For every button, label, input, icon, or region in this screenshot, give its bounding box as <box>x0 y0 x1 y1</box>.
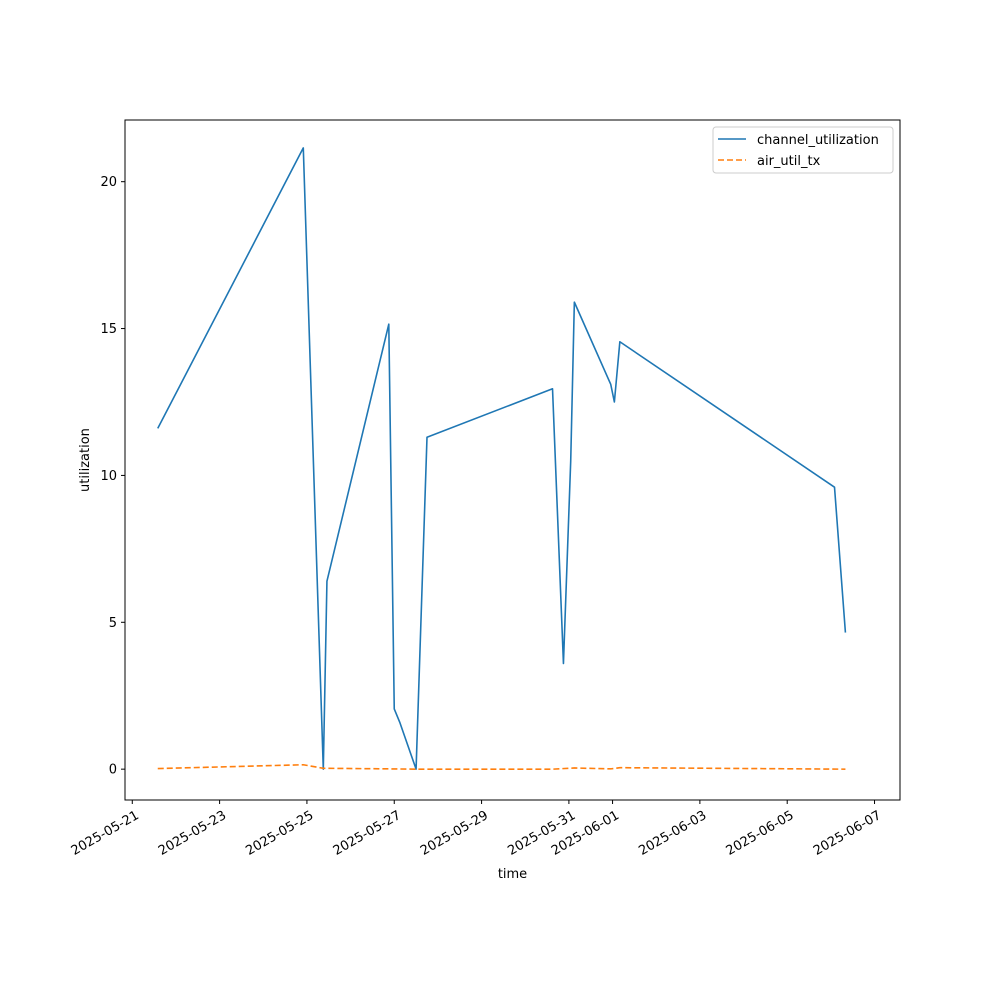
y-axis-title: utilization <box>78 428 93 492</box>
y-tick-label: 5 <box>109 616 117 631</box>
series-layer <box>157 147 847 770</box>
x-axis-title: time <box>498 867 527 882</box>
legend-entry-channel-utilization: channel_utilization <box>757 133 879 148</box>
axes-layer <box>124 119 901 801</box>
y-axis-ticks: 0 5 10 15 20 <box>100 175 125 778</box>
y-tick-label: 10 <box>100 469 117 484</box>
legend-box <box>712 126 894 174</box>
plot-frame <box>124 119 901 801</box>
y-tick-label: 20 <box>100 175 117 190</box>
y-tick-label: 0 <box>109 763 117 778</box>
series-line-channel-utilization <box>157 147 847 770</box>
series-line-air-util-tx <box>157 763 846 770</box>
legend: channel_utilization air_util_tx <box>712 126 894 174</box>
y-tick-label: 15 <box>100 322 117 337</box>
legend-entry-air-util-tx: air_util_tx <box>757 154 821 169</box>
